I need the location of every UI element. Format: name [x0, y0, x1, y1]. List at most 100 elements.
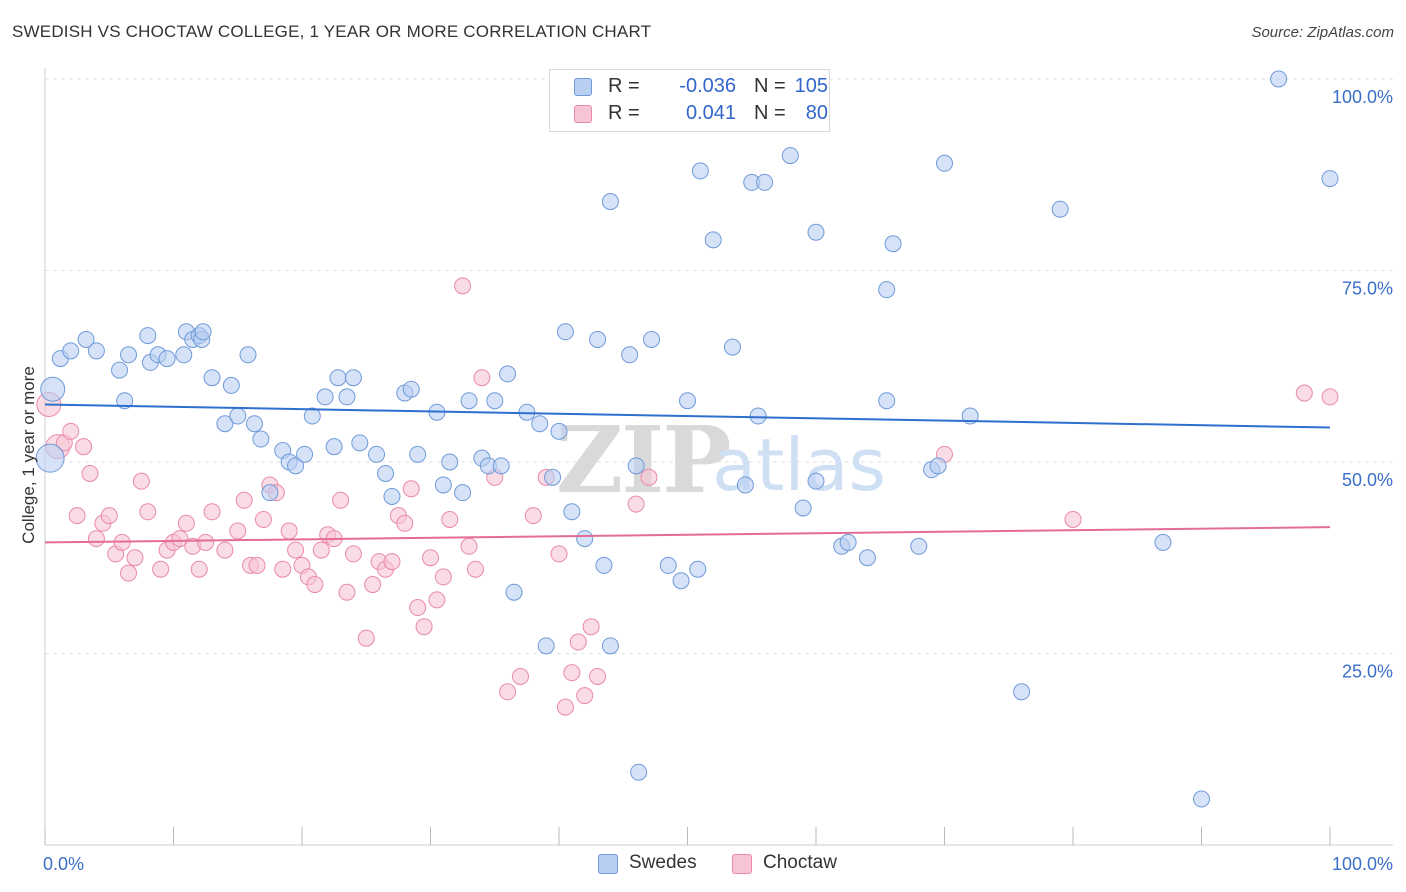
x-tick-label-max: 100.0%	[1332, 854, 1393, 874]
trend-lines	[44, 403, 1331, 544]
choctaw-point	[576, 687, 594, 705]
swedes-point	[454, 484, 472, 502]
swedes-point	[807, 472, 825, 490]
choctaw-point	[248, 556, 266, 574]
choctaw-point	[100, 507, 118, 525]
choctaw-point	[434, 568, 452, 586]
swedes-point	[621, 346, 639, 364]
choctaw-point	[627, 495, 645, 513]
swedes-point	[441, 453, 459, 471]
choctaw-point	[357, 629, 375, 647]
swedes-point	[216, 415, 234, 433]
swedes-point	[303, 407, 321, 425]
legend-r-label: R =	[608, 102, 640, 124]
choctaw-point	[197, 533, 215, 551]
choctaw-point	[81, 464, 99, 482]
swedes-point	[338, 388, 356, 406]
swedes-point	[929, 457, 947, 475]
swedes-point	[158, 350, 176, 368]
choctaw-point	[473, 369, 491, 387]
choctaw-point	[312, 541, 330, 559]
swedes-point	[878, 281, 896, 299]
choctaw-point	[499, 683, 517, 701]
swedes-point	[486, 392, 504, 410]
swedes-point	[139, 327, 157, 345]
swedes-point	[296, 445, 314, 463]
swedes-point	[1193, 790, 1210, 808]
swedes-point	[689, 560, 707, 578]
choctaw-point	[203, 503, 221, 521]
choctaw-point	[640, 468, 658, 486]
choctaw-point	[62, 422, 80, 440]
watermark: ZIP atlas	[556, 406, 886, 514]
choctaw-point	[460, 537, 478, 555]
y-tick-label: 50.0%	[1342, 470, 1393, 490]
swedes-point	[316, 388, 334, 406]
swedes-point	[1154, 533, 1172, 551]
choctaw-point	[550, 545, 568, 563]
swedes-point	[120, 346, 138, 364]
swedes-point	[40, 376, 66, 402]
legend-n-value: 105	[794, 75, 828, 97]
swedes-point	[601, 637, 619, 655]
bottom-legend-label-choctaw: Choctaw	[763, 852, 837, 873]
swedes-point	[409, 445, 427, 463]
swedes-point	[936, 154, 953, 172]
swedes-points	[35, 70, 1339, 808]
swedes-point	[344, 369, 362, 387]
swedes-point	[377, 464, 395, 482]
choctaw-point	[254, 510, 272, 528]
choctaw-point	[1321, 388, 1339, 406]
swedes-point	[878, 392, 896, 410]
swedes-point	[111, 361, 129, 379]
swedes-point	[1013, 683, 1031, 701]
swedes-point	[245, 415, 263, 433]
swedes-point	[368, 445, 386, 463]
choctaw-point	[589, 667, 607, 685]
y-axis-title: College, 1 year or more	[19, 366, 38, 544]
choctaw-point	[280, 522, 298, 540]
swedes-point	[35, 443, 65, 473]
swedes-point	[884, 235, 902, 253]
choctaw-point	[364, 576, 382, 594]
swedes-point	[601, 193, 619, 211]
swedes-point	[691, 162, 709, 180]
choctaw-point	[1295, 384, 1313, 402]
swedes-point	[544, 468, 562, 486]
swedes-point	[627, 457, 645, 475]
watermark-atlas: atlas	[712, 423, 886, 507]
swedes-point	[351, 434, 369, 452]
choctaw-point	[306, 576, 324, 594]
choctaw-point	[428, 591, 446, 609]
swedes-point	[643, 330, 661, 348]
choctaw-point	[402, 480, 420, 498]
legend-n-label: N =	[754, 75, 786, 97]
swedes-point	[460, 392, 478, 410]
swedes-point	[499, 365, 517, 383]
choctaw-point	[126, 549, 144, 567]
choctaw-point	[139, 503, 157, 521]
swedes-point	[550, 422, 568, 440]
grid-lines	[45, 78, 1393, 654]
swedes-point	[723, 338, 741, 356]
axis-labels: 25.0% 50.0% 75.0% 100.0% 0.0% 100.0% College, …	[19, 87, 1393, 874]
y-tick-label: 25.0%	[1342, 662, 1393, 682]
choctaw-point	[171, 530, 189, 548]
swedes-point	[537, 637, 555, 655]
chart-title: SWEDISH VS CHOCTAW COLLEGE, 1 YEAR OR MO…	[12, 22, 652, 41]
swedes-point	[434, 476, 452, 494]
swedes-point	[704, 231, 722, 249]
choctaw-point	[87, 530, 105, 548]
choctaw-point	[409, 599, 427, 617]
swedes-point	[325, 438, 343, 456]
choctaw-point	[287, 541, 305, 559]
correlation-legend: R = -0.036 N = 105 R = 0.041 N = 80	[549, 69, 830, 132]
swedes-point	[756, 173, 774, 191]
swedes-point	[807, 223, 825, 241]
swedes-point	[589, 330, 607, 348]
choctaw-point	[332, 491, 350, 509]
choctaw-point	[582, 618, 600, 636]
swedes-point	[239, 346, 257, 364]
swedes-point	[595, 556, 613, 574]
legend-r-value: 0.041	[685, 102, 736, 124]
